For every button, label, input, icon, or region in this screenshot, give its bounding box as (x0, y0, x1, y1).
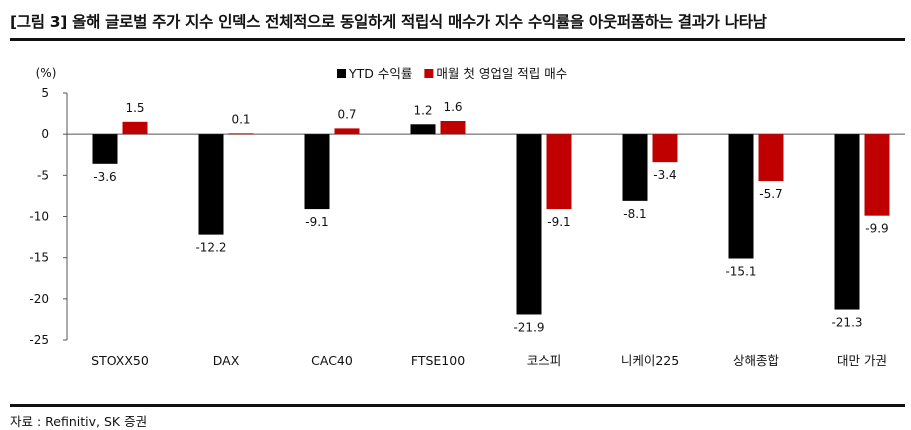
y-tick-label: 0 (41, 127, 49, 141)
bar-monthly-3 (440, 120, 466, 135)
data-label: 1.2 (413, 103, 432, 117)
bar-ytd-2 (304, 134, 330, 210)
data-label: 1.6 (443, 100, 462, 114)
bar-monthly-4 (546, 134, 572, 210)
data-label: -9.1 (547, 215, 570, 229)
bar-monthly-7 (864, 134, 890, 216)
category-label: 상해종합 (733, 353, 780, 368)
legend-label: 매월 첫 영업일 적립 매수 (436, 66, 567, 81)
y-tick-label: 5 (41, 86, 49, 100)
bar-ytd-0 (92, 134, 118, 164)
y-tick-label: -20 (29, 292, 49, 306)
data-label: 1.5 (125, 101, 144, 115)
data-label: -3.6 (93, 170, 116, 184)
data-label: -21.9 (513, 320, 544, 334)
bar-monthly-5 (652, 134, 678, 163)
data-label: -12.2 (195, 241, 226, 255)
y-tick-label: -5 (37, 168, 49, 182)
figure-title: [그림 3] 올해 글로벌 주가 지수 인덱스 전체적으로 동일하게 적립식 매… (10, 13, 767, 31)
data-label: -15.1 (725, 264, 756, 278)
bar-ytd-1 (198, 134, 224, 235)
data-label: -21.3 (831, 316, 862, 330)
category-label: STOXX50 (91, 353, 149, 368)
y-tick-label: -15 (29, 251, 49, 265)
bar-ytd-6 (728, 134, 754, 259)
bar-ytd-5 (622, 134, 648, 201)
y-tick-label: -10 (29, 210, 49, 224)
data-label: -3.4 (653, 168, 676, 182)
bar-ytd-4 (516, 134, 542, 315)
data-labels: -3.6 1.5 STOXX50 -12.2 0.1 DAX -9.1 0.7 CAC40 1.2… (91, 100, 889, 368)
data-label: 0.7 (337, 107, 356, 121)
bars (92, 120, 890, 315)
bottom-rule (10, 404, 905, 407)
category-label: CAC40 (311, 353, 353, 368)
top-rule (10, 38, 905, 41)
data-label: -9.9 (865, 222, 888, 236)
category-label: 니케이225 (621, 353, 679, 368)
bar-ytd-7 (834, 134, 860, 310)
category-label: 대만 가권 (837, 353, 887, 368)
bar-monthly-0 (122, 121, 148, 135)
bar-chart: (%) YTD 수익률 매월 첫 영업일 적립 매수 5 0 -5 -10 -15 -20 -… (29, 66, 905, 368)
y-tick-label: -25 (29, 333, 49, 347)
data-label: -8.1 (623, 207, 646, 221)
legend: YTD 수익률 매월 첫 영업일 적립 매수 (337, 66, 567, 81)
bar-monthly-6 (758, 134, 784, 182)
data-label: -9.1 (305, 215, 328, 229)
bar-monthly-1 (228, 133, 254, 135)
y-axis-unit-label: (%) (36, 66, 57, 80)
axes: 5 0 -5 -10 -15 -20 -25 (29, 86, 905, 347)
category-label: DAX (213, 353, 240, 368)
category-label: 코스피 (527, 353, 562, 368)
data-label: -5.7 (759, 187, 782, 201)
data-label: 0.1 (231, 112, 250, 126)
source-note: 자료 : Refinitiv, SK 증권 (10, 414, 148, 429)
legend-swatch (337, 69, 346, 78)
bar-monthly-2 (334, 128, 360, 135)
category-label: FTSE100 (411, 353, 465, 368)
legend-swatch (424, 69, 434, 78)
legend-label: YTD 수익률 (348, 66, 412, 81)
bar-ytd-3 (410, 124, 436, 135)
